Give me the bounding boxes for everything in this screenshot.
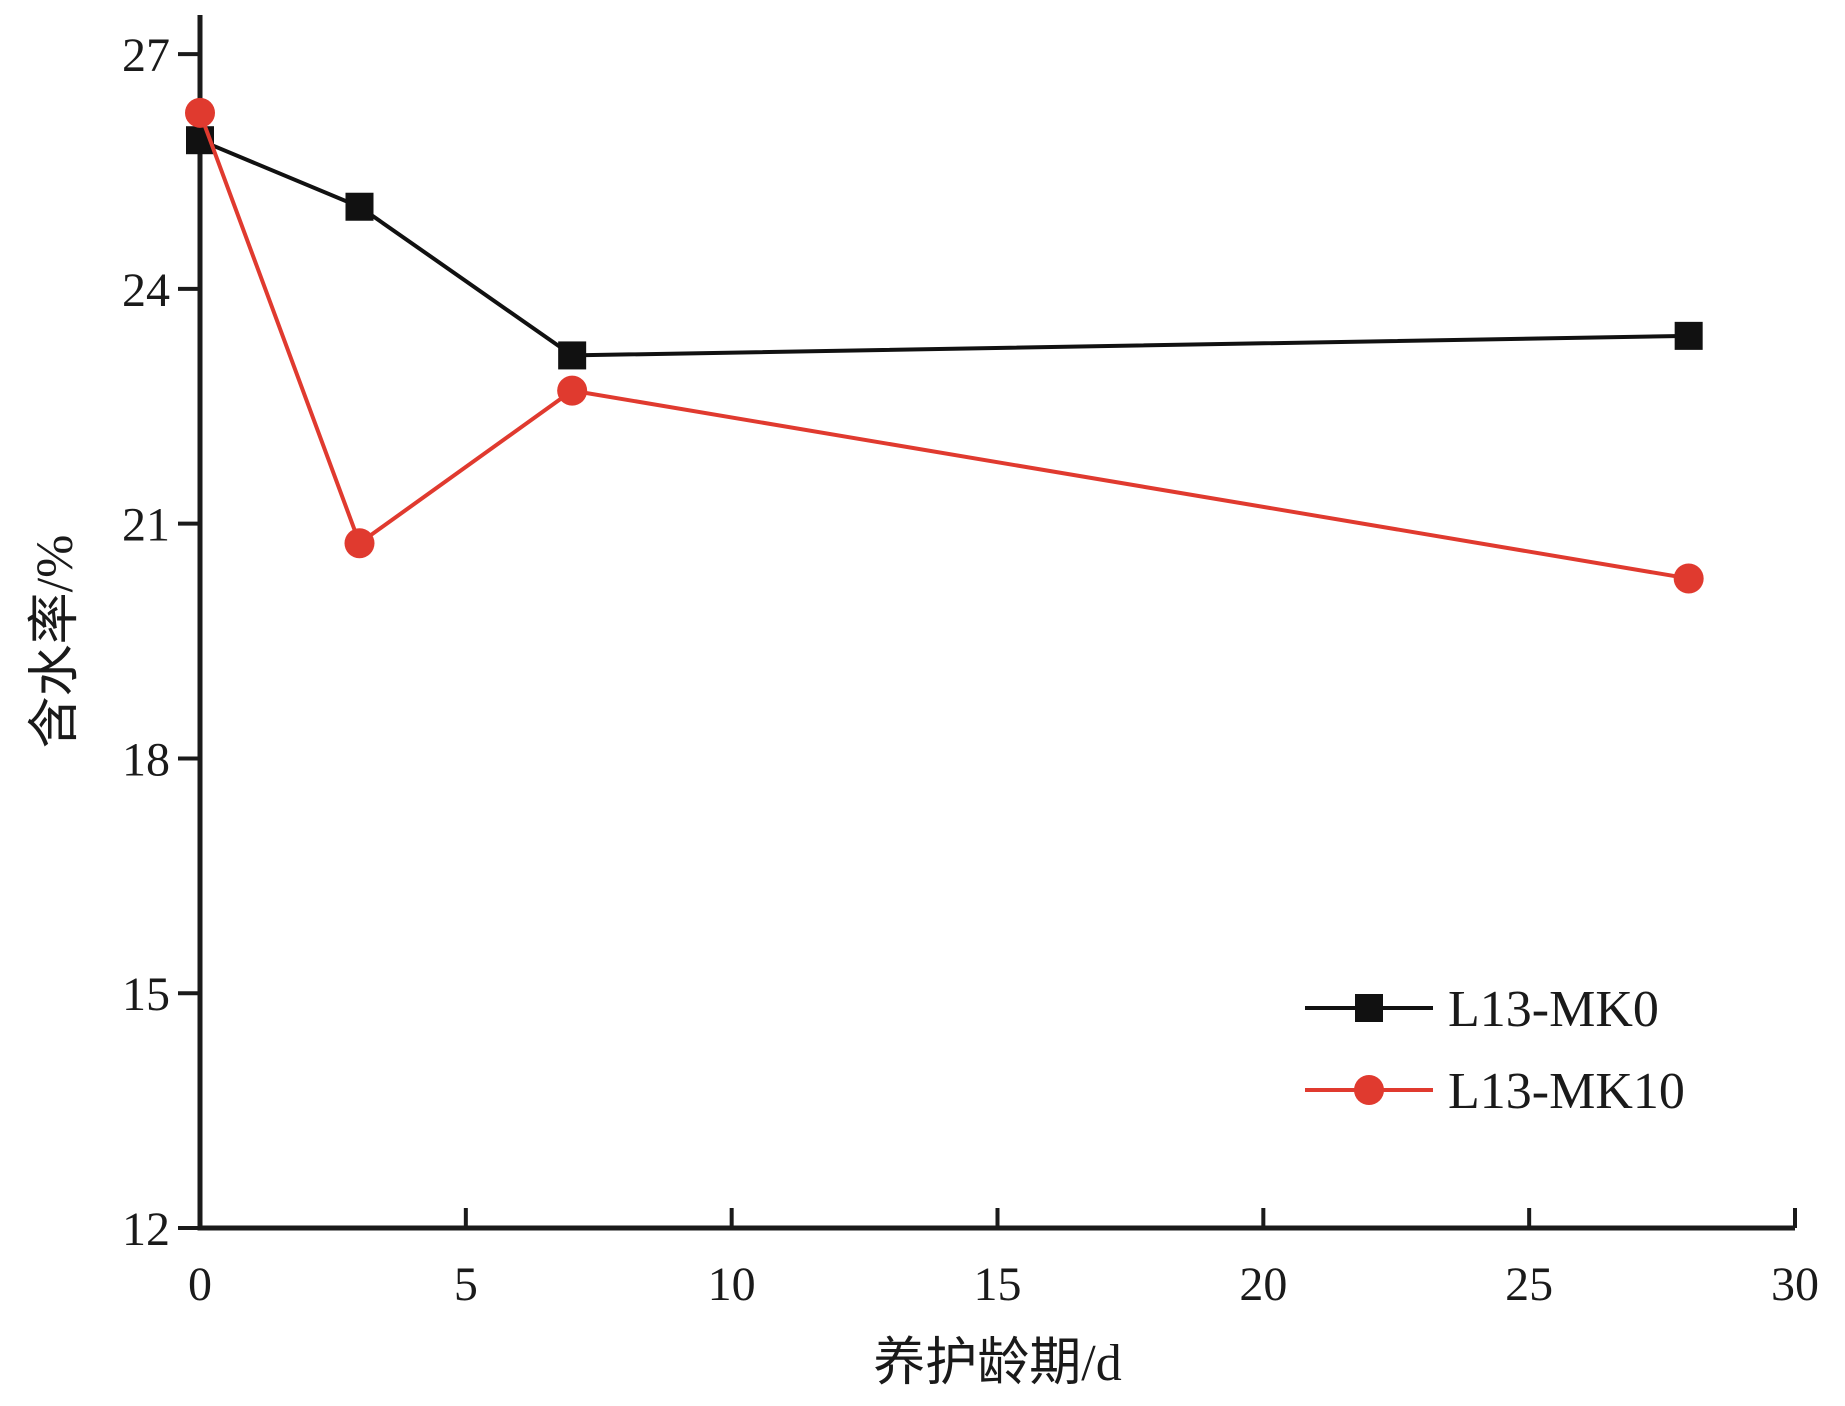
legend-marker (1354, 1075, 1384, 1105)
series (185, 97, 1704, 594)
x-tick-label: 15 (974, 1258, 1022, 1311)
y-tick-label: 21 (122, 499, 170, 552)
series-L13-MK10 (185, 97, 1704, 594)
y-tick-label: 12 (122, 1203, 170, 1256)
x-tick-label: 0 (188, 1258, 212, 1311)
x-tick-label: 20 (1239, 1258, 1287, 1311)
series-L13-MK0 (186, 126, 1703, 370)
data-point (345, 192, 374, 221)
legend-marker (1355, 994, 1383, 1022)
legend-item: L13-MK0 (1305, 981, 1659, 1038)
x-tick-label: 5 (454, 1258, 478, 1311)
y-tick-label: 24 (122, 264, 170, 317)
series-line (198, 112, 1689, 581)
data-point (558, 341, 587, 370)
legend: L13-MK0 L13-MK10 (1305, 981, 1685, 1120)
legend-item: L13-MK10 (1305, 1063, 1685, 1120)
legend-label: L13-MK0 (1448, 981, 1659, 1038)
x-tick-label: 25 (1505, 1258, 1553, 1311)
x-tick-label: 30 (1771, 1258, 1819, 1311)
legend-label: L13-MK10 (1448, 1063, 1685, 1120)
data-point (557, 375, 588, 406)
y-tick-label: 18 (122, 733, 170, 786)
y-axis-title: 含水率/% (27, 535, 84, 749)
x-tick-label: 10 (708, 1258, 756, 1311)
x-axis-title: 养护龄期/d (873, 1335, 1121, 1392)
y-tick-label: 27 (122, 29, 170, 82)
data-point (1673, 563, 1704, 594)
series-line (199, 138, 1689, 358)
y-tick-label: 15 (122, 968, 170, 1021)
data-point (1674, 321, 1703, 350)
data-point (185, 97, 215, 128)
data-point (344, 528, 375, 559)
ticks: 0 5 10 15 20 25 30 12 15 18 21 24 27 (122, 29, 1819, 1311)
axes (197, 15, 1795, 1231)
